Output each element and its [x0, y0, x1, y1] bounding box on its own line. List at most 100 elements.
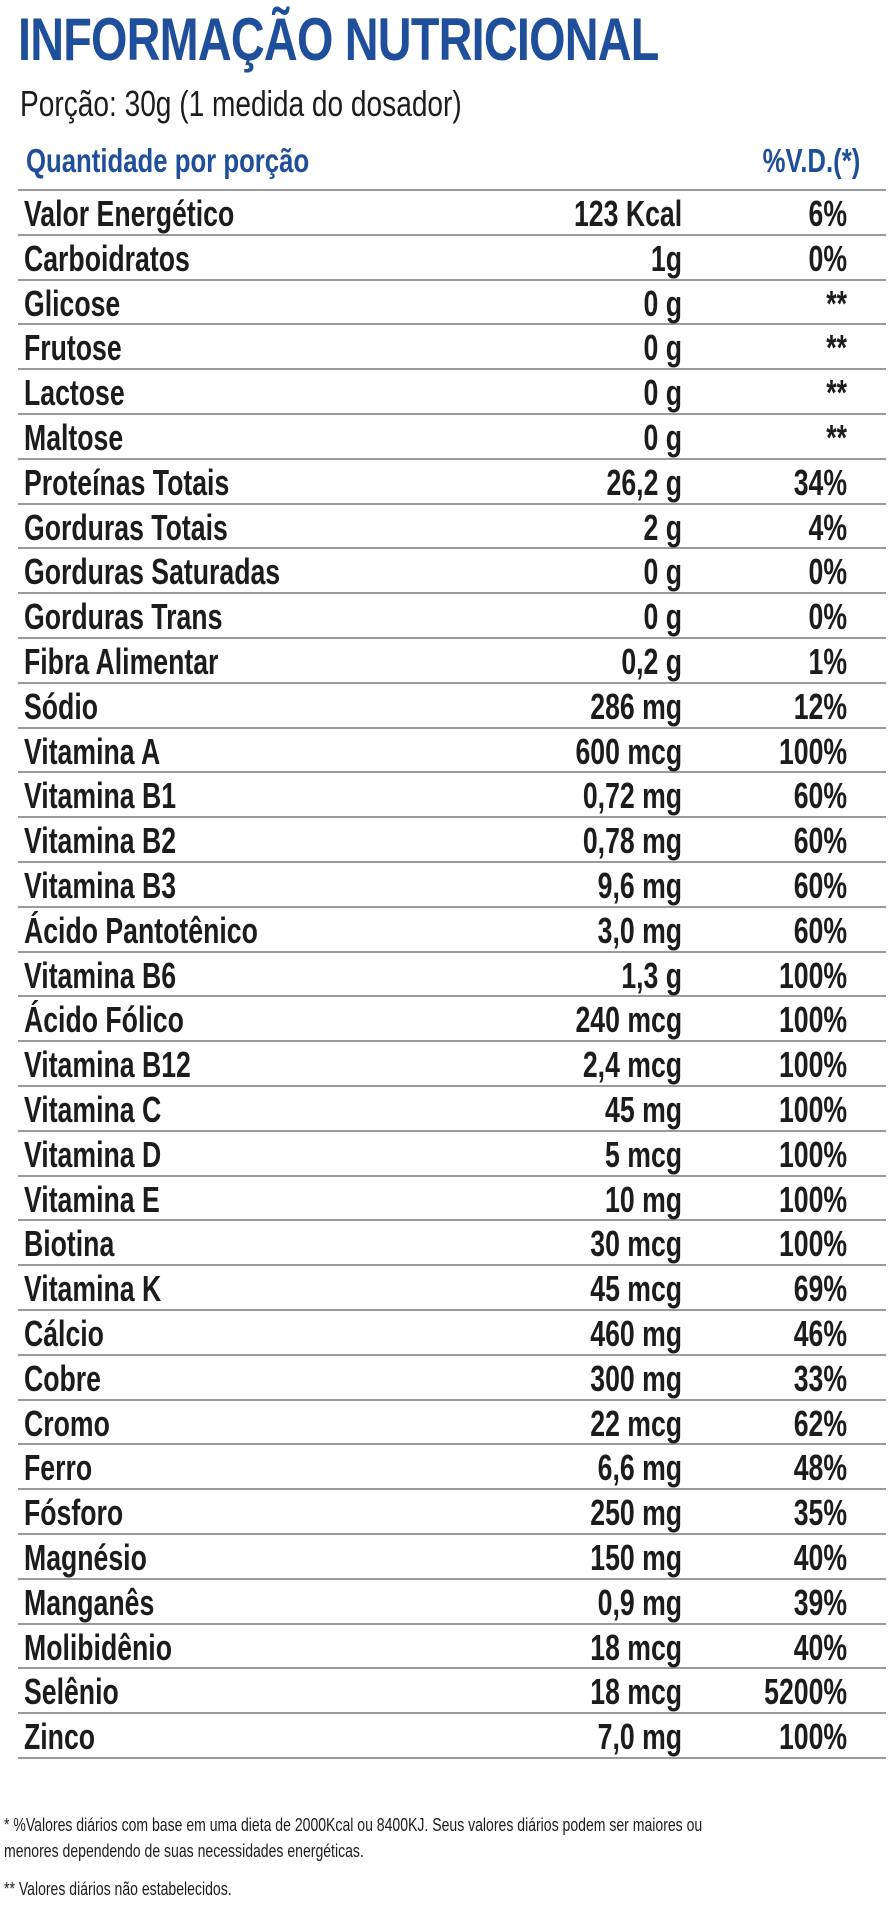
- vd-header: %V.D.(*): [762, 142, 860, 179]
- table-row: Ferro 6,6 mg 48%: [18, 1445, 886, 1491]
- table-row: Molibidênio 18 mcg 40%: [18, 1625, 886, 1670]
- table-row: Gorduras Totais 2 g 4%: [18, 505, 886, 550]
- nutrient-daily-value: 100%: [778, 1178, 847, 1220]
- nutrient-amount: 150 mg: [590, 1536, 682, 1578]
- nutrient-amount: 300 mg: [590, 1357, 682, 1399]
- nutrient-daily-value: 34%: [793, 461, 847, 503]
- nutrient-amount: 1,3 g: [621, 954, 682, 996]
- nutrient-name: Frutose: [24, 327, 122, 369]
- table-row: Cobre 300 mg 33%: [18, 1356, 886, 1401]
- table-row: Valor Energético 123 Kcal 6%: [18, 191, 886, 236]
- nutrient-name: Selênio: [24, 1671, 119, 1713]
- nutrient-amount: 22 mcg: [590, 1402, 682, 1444]
- table-row: Magnésio 150 mg 40%: [18, 1535, 886, 1580]
- nutrient-name: Vitamina B1: [24, 775, 177, 817]
- nutrient-amount: 6,6 mg: [597, 1447, 682, 1489]
- nutrient-name: Gorduras Trans: [24, 596, 223, 638]
- nutrient-amount: 250 mg: [590, 1492, 682, 1534]
- nutrient-amount: 0,9 mg: [597, 1581, 682, 1623]
- nutrient-amount: 0,78 mg: [582, 820, 682, 862]
- nutrient-amount: 1g: [650, 237, 682, 279]
- table-row: Ácido Fólico 240 mcg 100%: [18, 997, 886, 1043]
- nutrient-table: Valor Energético 123 Kcal 6% Carboidratos 1g…: [18, 189, 886, 1759]
- nutrient-daily-value: 46%: [793, 1312, 847, 1354]
- nutrient-daily-value: 100%: [778, 954, 847, 996]
- table-row: Lactose 0 g **: [18, 370, 886, 415]
- nutrient-name: Proteínas Totais: [24, 461, 230, 503]
- nutrient-name: Lactose: [24, 372, 125, 414]
- nutrient-amount: 0 g: [643, 596, 682, 638]
- table-row: Vitamina E 10 mg 100%: [18, 1177, 886, 1222]
- nutrient-daily-value: 6%: [808, 193, 847, 234]
- nutrient-amount: 26,2 g: [606, 461, 682, 503]
- nutrient-daily-value: 100%: [778, 730, 847, 772]
- table-row: Vitamina B3 9,6 mg 60%: [18, 863, 886, 908]
- nutrient-amount: 0,72 mg: [582, 775, 682, 817]
- table-row: Vitamina B2 0,78 mg 60%: [18, 818, 886, 863]
- nutrient-daily-value: 0%: [808, 551, 847, 593]
- nutrient-daily-value: 0%: [808, 596, 847, 638]
- table-row: Zinco 7,0 mg 100%: [18, 1714, 886, 1759]
- nutrient-amount: 10 mg: [605, 1178, 682, 1220]
- table-row: Cromo 22 mcg 62%: [18, 1401, 886, 1446]
- nutrient-daily-value: 33%: [793, 1357, 847, 1399]
- table-row: Fósforo 250 mg 35%: [18, 1490, 886, 1535]
- table-row: Sódio 286 mg 12%: [18, 684, 886, 729]
- nutrient-name: Sódio: [24, 685, 98, 727]
- nutrient-daily-value: 4%: [808, 506, 847, 548]
- nutrient-amount: 0 g: [643, 372, 682, 414]
- nutrient-amount: 600 mcg: [575, 730, 682, 772]
- table-row: Glicose 0 g **: [18, 281, 886, 326]
- nutrient-name: Glicose: [24, 282, 121, 324]
- nutrient-amount: 45 mcg: [590, 1268, 682, 1310]
- table-row: Gorduras Saturadas 0 g 0%: [18, 549, 886, 595]
- nutrient-amount: 45 mg: [605, 1088, 682, 1130]
- nutrient-daily-value: 100%: [778, 1088, 847, 1130]
- nutrient-amount: 3,0 mg: [597, 909, 682, 951]
- nutrient-name: Vitamina K: [24, 1268, 162, 1310]
- table-row: Vitamina K 45 mcg 69%: [18, 1266, 886, 1311]
- nutrient-daily-value: 12%: [793, 685, 847, 727]
- table-row: Proteínas Totais 26,2 g 34%: [18, 460, 886, 505]
- nutrient-name: Vitamina D: [24, 1133, 162, 1175]
- nutrient-amount: 123 Kcal: [573, 193, 682, 234]
- nutrient-daily-value: 40%: [793, 1626, 847, 1668]
- nutrient-name: Ácido Fólico: [24, 999, 184, 1041]
- nutrient-daily-value: **: [826, 372, 847, 414]
- nutrient-name: Gorduras Saturadas: [24, 551, 281, 593]
- nutrient-name: Molibidênio: [24, 1626, 172, 1668]
- nutrient-name: Magnésio: [24, 1536, 147, 1578]
- nutrient-amount: 0 g: [643, 416, 682, 458]
- nutrient-name: Vitamina B3: [24, 864, 177, 906]
- nutrient-daily-value: 100%: [778, 999, 847, 1041]
- nutrient-daily-value: 62%: [793, 1402, 847, 1444]
- nutrient-name: Cálcio: [24, 1312, 104, 1354]
- nutrient-name: Vitamina C: [24, 1088, 162, 1130]
- nutrient-name: Vitamina A: [24, 730, 161, 772]
- nutrient-amount: 0 g: [643, 282, 682, 324]
- nutrient-amount: 0 g: [643, 327, 682, 369]
- table-row: Vitamina B12 2,4 mcg 100%: [18, 1042, 886, 1087]
- nutrient-daily-value: 40%: [793, 1536, 847, 1578]
- table-row: Vitamina B6 1,3 g 100%: [18, 953, 886, 998]
- nutrient-daily-value: **: [826, 282, 847, 324]
- nutrient-name: Vitamina B2: [24, 820, 177, 862]
- nutrient-daily-value: **: [826, 416, 847, 458]
- table-header: Quantidade por porção %V.D.(*): [0, 137, 896, 187]
- table-row: Frutose 0 g **: [18, 325, 886, 371]
- nutrient-name: Ácido Pantotênico: [24, 909, 258, 951]
- table-row: Vitamina A 600 mcg 100%: [18, 729, 886, 774]
- nutrient-amount: 0,2 g: [621, 640, 682, 682]
- nutrient-name: Valor Energético: [24, 193, 235, 234]
- nutrient-daily-value: 48%: [793, 1447, 847, 1489]
- nutrient-name: Cromo: [24, 1402, 110, 1444]
- table-row: Carboidratos 1g 0%: [18, 236, 886, 281]
- nutrient-daily-value: 100%: [778, 1133, 847, 1175]
- nutrient-name: Ferro: [24, 1447, 93, 1489]
- nutrient-amount: 2 g: [643, 506, 682, 548]
- nutrient-daily-value: 1%: [808, 640, 847, 682]
- table-row: Manganês 0,9 mg 39%: [18, 1580, 886, 1625]
- nutrient-daily-value: 0%: [808, 237, 847, 279]
- nutrient-daily-value: 39%: [793, 1581, 847, 1623]
